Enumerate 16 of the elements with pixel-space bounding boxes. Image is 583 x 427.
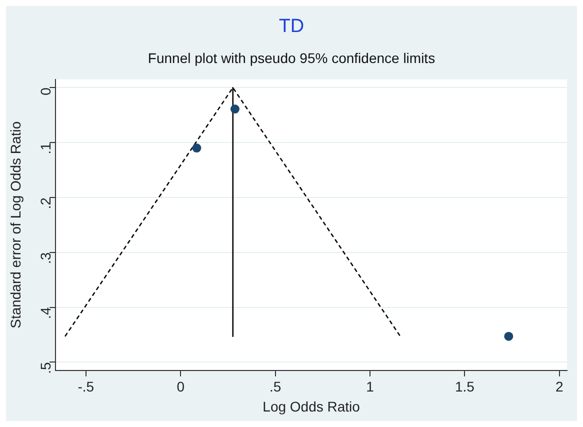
x-tick-label: -.5 — [78, 378, 94, 395]
y-tick-label: .5 — [37, 362, 54, 374]
x-tick-label: 1.5 — [454, 378, 475, 395]
y-axis-title: Standard error of Log Odds Ratio — [7, 121, 24, 328]
chart-subtitle: Funnel plot with pseudo 95% confidence limits — [146, 50, 436, 66]
x-tick-label: .5 — [269, 378, 282, 395]
chart-title: TD — [278, 16, 306, 38]
y-tick-label: .1 — [37, 142, 54, 154]
x-tick-label: 0 — [176, 378, 185, 395]
y-tick-label: 0 — [37, 87, 54, 96]
x-axis-title: Log Odds Ratio — [262, 398, 360, 414]
y-tick-label: .4 — [37, 307, 54, 319]
x-tick-label: 2 — [556, 378, 564, 395]
x-tick-label: 1 — [366, 378, 374, 395]
y-tick-label: .3 — [37, 252, 54, 264]
y-tick-label: .2 — [37, 197, 54, 210]
